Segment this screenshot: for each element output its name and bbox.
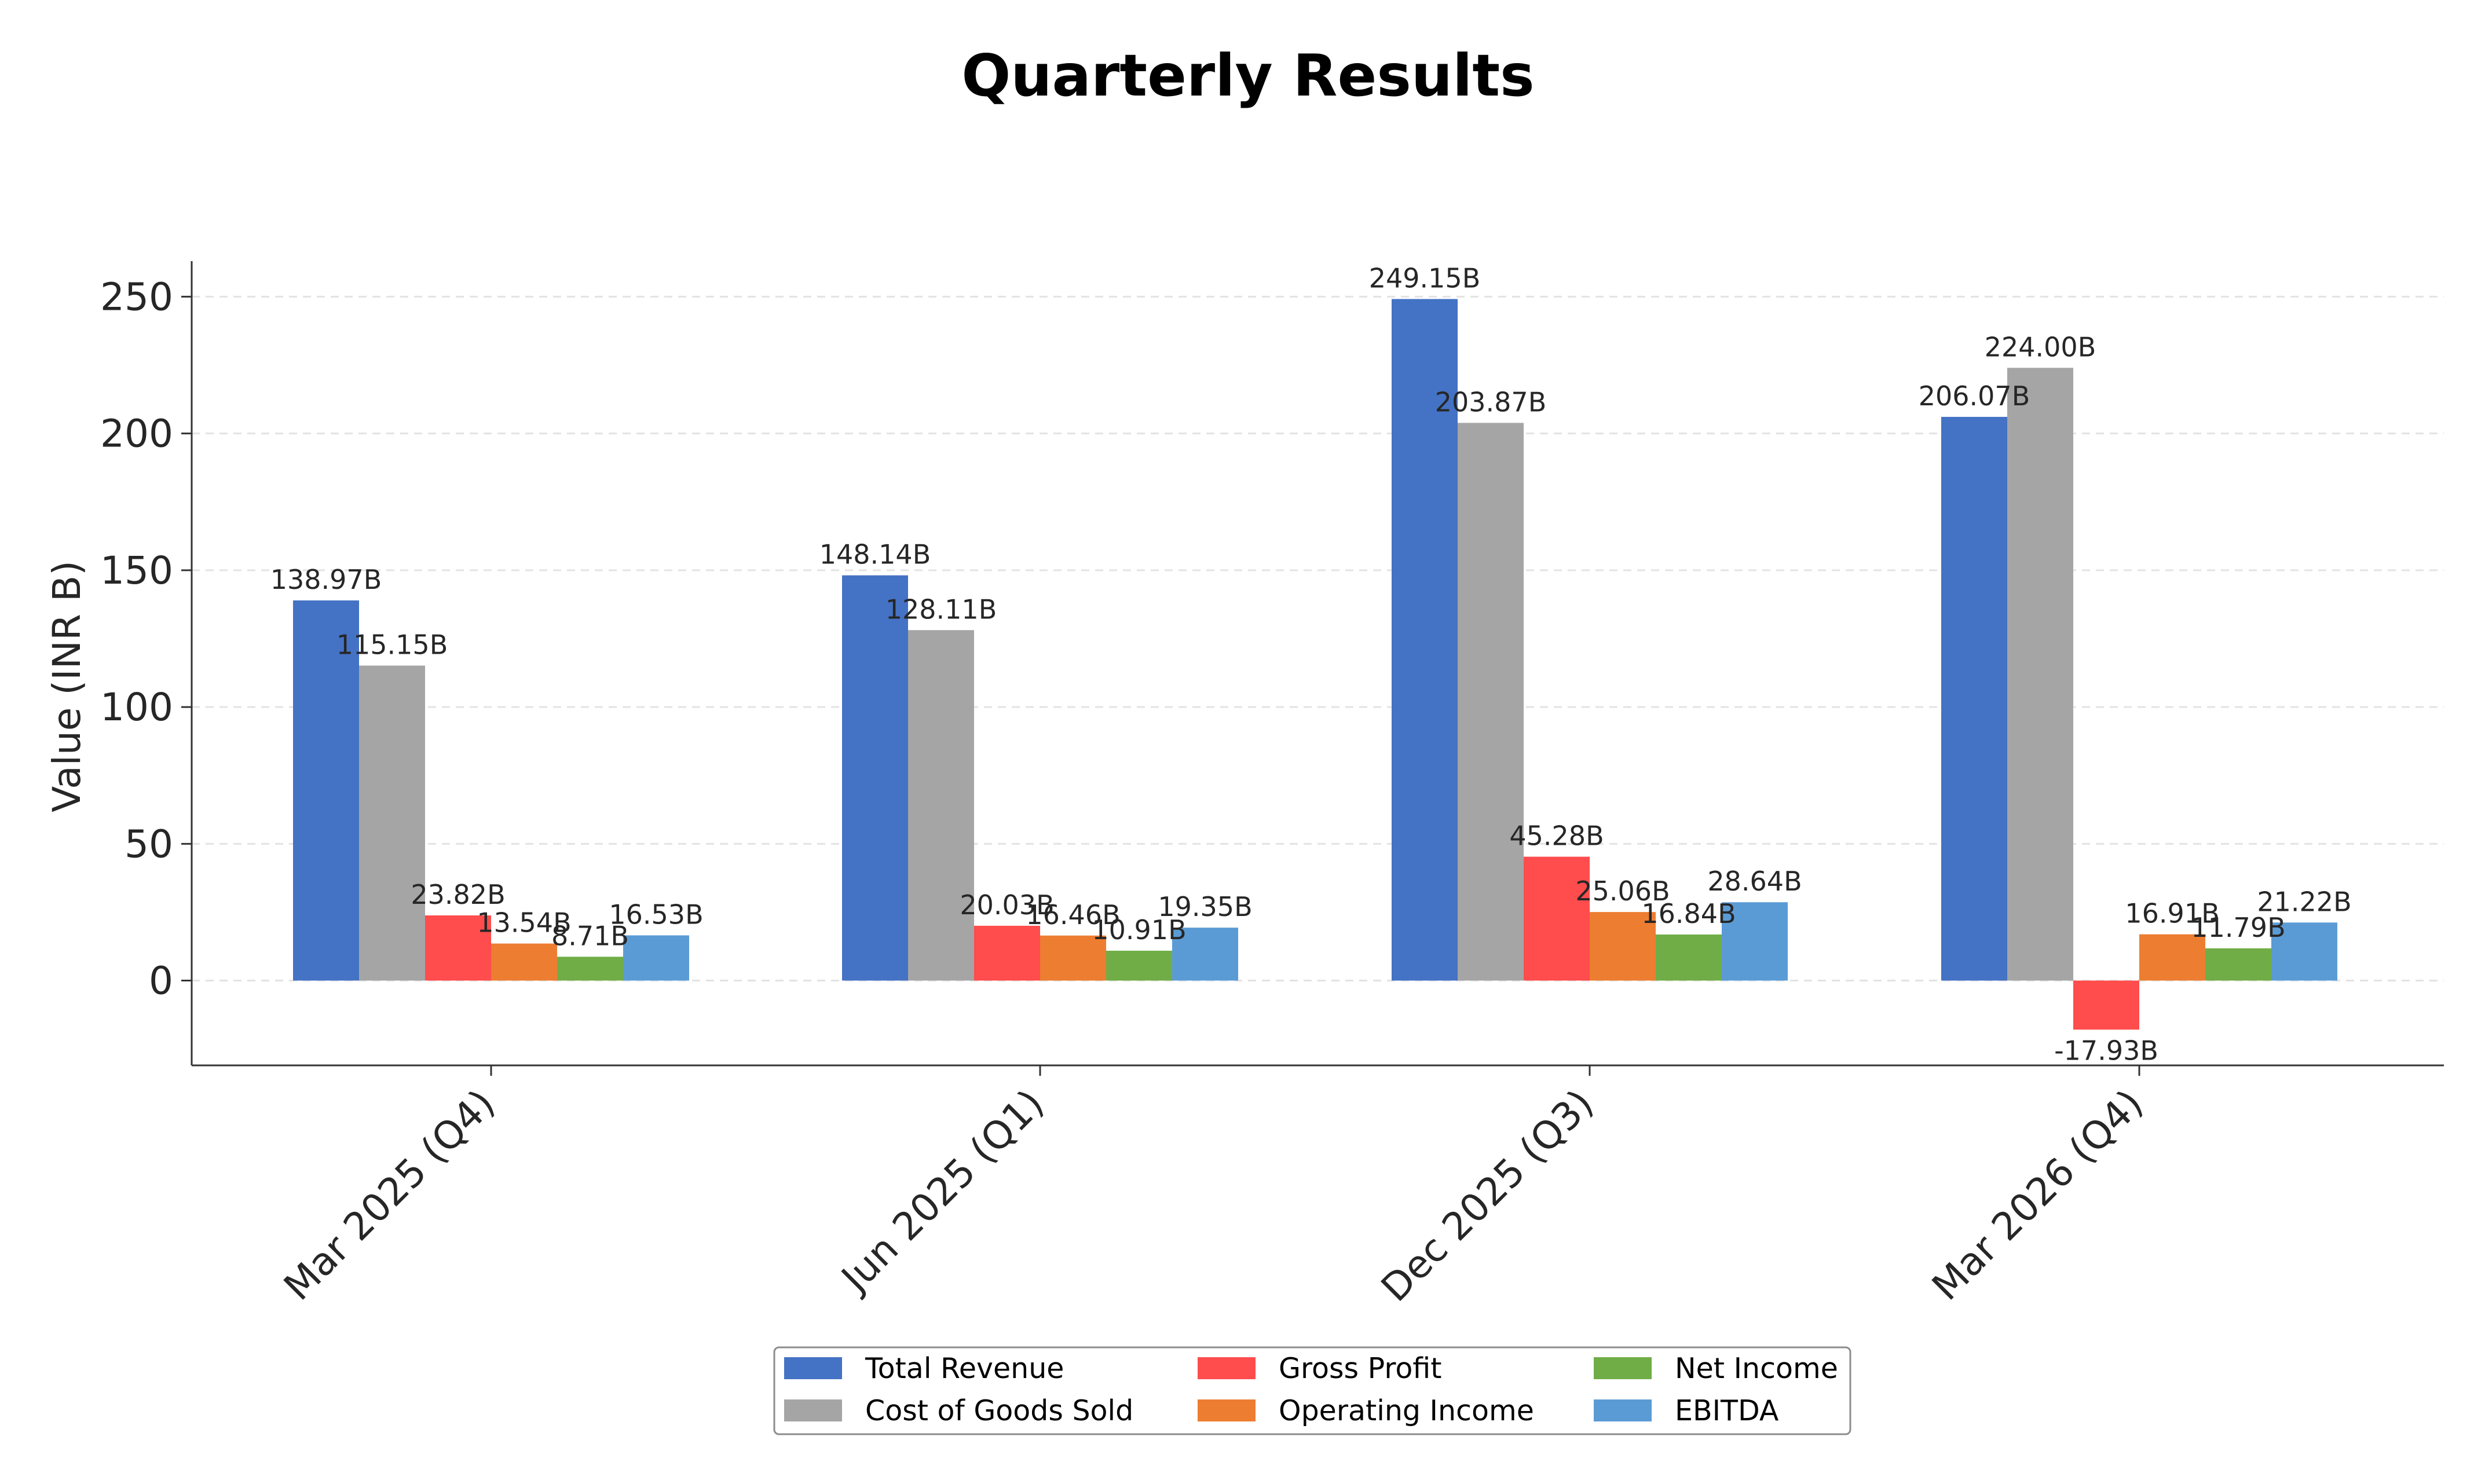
legend-swatch (784, 1357, 842, 1379)
x-tick-label: Dec 2025 (Q3) (1373, 1081, 1602, 1310)
y-tick-label: 0 (149, 959, 173, 1003)
data-label: 21.22B (2257, 886, 2351, 917)
bar (1656, 934, 1722, 981)
bar (1590, 912, 1656, 981)
data-label: 13.54B (477, 907, 571, 939)
bar (293, 600, 359, 981)
data-label: 16.84B (1641, 898, 1736, 929)
bar (2073, 980, 2139, 1030)
legend-label: Cost of Goods Sold (865, 1394, 1133, 1427)
data-label: 8.71B (551, 920, 629, 951)
data-label: 19.35B (1158, 891, 1252, 922)
y-tick-label: 150 (100, 548, 173, 593)
data-label: 138.97B (270, 564, 382, 595)
chart-title: Quarterly Results (961, 42, 1534, 109)
bar (2139, 934, 2205, 981)
y-tick-label: 200 (100, 412, 173, 456)
bar (359, 665, 425, 981)
legend-swatch (1198, 1357, 1256, 1379)
legend-label: Total Revenue (865, 1352, 1064, 1385)
legend-swatch (1594, 1399, 1652, 1421)
bar (491, 943, 557, 981)
legend-label: Operating Income (1279, 1394, 1534, 1427)
data-label: 16.53B (609, 899, 703, 930)
data-label: 11.79B (2191, 912, 2285, 943)
y-tick-label: 250 (100, 274, 173, 319)
data-label: 20.03B (960, 889, 1054, 921)
data-label: 25.06B (1575, 875, 1670, 907)
bar (1458, 423, 1524, 981)
bar (1172, 928, 1238, 981)
legend-label: Gross Profit (1279, 1352, 1441, 1385)
bar (1941, 416, 2007, 981)
bar (2271, 922, 2337, 981)
bar (1392, 299, 1458, 981)
x-tick-label: Mar 2025 (Q4) (276, 1081, 504, 1309)
bar (557, 957, 623, 981)
bar (2205, 948, 2271, 981)
data-label: 206.07B (1919, 380, 2030, 412)
bars-group (293, 299, 2337, 1030)
bar (1524, 856, 1590, 981)
data-label: 148.14B (819, 539, 931, 570)
legend-box (773, 1346, 1851, 1435)
bar (1106, 950, 1172, 981)
bar (1722, 902, 1788, 981)
bar (623, 935, 689, 981)
data-label: 16.46B (1026, 899, 1120, 930)
data-label: 23.82B (411, 879, 505, 910)
x-ticks-group: Mar 2025 (Q4) Jun 2025 (Q1) Dec 2025 (Q3) M… (276, 1065, 2152, 1310)
bar (974, 925, 1040, 981)
gridlines (192, 295, 2444, 982)
data-label: 28.64B (1707, 866, 1802, 897)
data-label: 16.91B (2125, 898, 2219, 929)
x-tick-label: Jun 2025 (Q1) (832, 1081, 1052, 1302)
legend-swatch (1594, 1357, 1652, 1379)
data-label: -17.93B (2054, 1035, 2158, 1066)
bar (2007, 368, 2073, 981)
legend-swatch (1198, 1399, 1256, 1421)
bar (842, 575, 908, 981)
legend-swatch (784, 1399, 842, 1421)
data-label: 10.91B (1092, 914, 1186, 946)
axes-group (191, 261, 2444, 1067)
data-label: 224.00B (1985, 331, 2096, 362)
data-label: 45.28B (1509, 820, 1604, 852)
y-axis-label: Value (INR B) (45, 560, 89, 812)
data-label: 128.11B (885, 593, 997, 625)
bar (1040, 935, 1106, 981)
x-tick-label: Mar 2026 (Q4) (1924, 1081, 2152, 1309)
y-tick-label: 50 (125, 822, 173, 866)
legend-label: Net Income (1675, 1352, 1838, 1385)
bar (425, 915, 491, 981)
legend-label: EBITDA (1675, 1394, 1779, 1427)
y-ticks-group: 0 50 100 150 200 250 (100, 274, 192, 1003)
data-label: 249.15B (1369, 262, 1481, 294)
data-label: 203.87B (1435, 386, 1547, 417)
y-tick-label: 100 (100, 685, 173, 730)
legend: Total Revenue Cost of Goods Sold Gross Pro… (773, 1346, 1851, 1435)
data-label: 115.15B (336, 629, 448, 661)
bar (908, 630, 974, 981)
